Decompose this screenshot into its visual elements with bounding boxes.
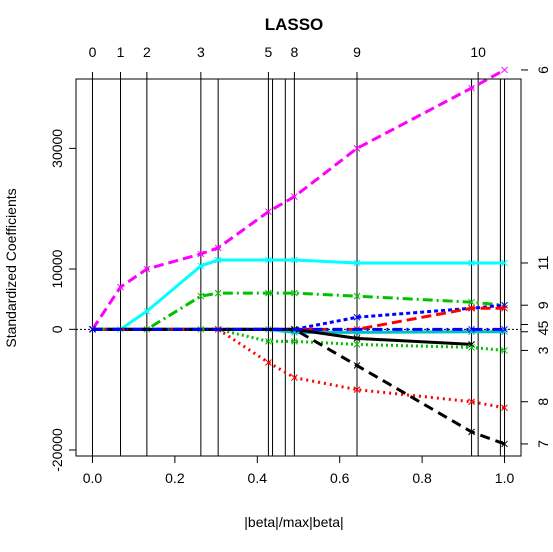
series-group xyxy=(89,66,508,448)
y-tick-label: 10000 xyxy=(49,249,65,288)
series-point xyxy=(143,265,151,273)
top-tick-label: 5 xyxy=(265,44,273,60)
right-tick-label: 4 xyxy=(535,328,551,336)
series-point xyxy=(468,259,475,267)
series-point xyxy=(214,256,222,264)
series-point xyxy=(197,292,205,300)
series-point xyxy=(89,325,96,333)
right-tick-label: 11 xyxy=(535,256,551,271)
series-line xyxy=(92,258,505,331)
series-point xyxy=(291,256,298,264)
right-tick-label: 8 xyxy=(535,398,551,406)
series-point xyxy=(353,145,361,152)
series-point xyxy=(353,292,361,300)
series-point xyxy=(353,313,361,321)
series-point xyxy=(265,338,272,345)
vertical-lines xyxy=(91,79,506,456)
series-point xyxy=(353,259,361,267)
series-point xyxy=(501,404,508,412)
chart-title: LASSO xyxy=(265,15,324,34)
top-tick-label: 8 xyxy=(290,44,298,60)
x-tick-label: 0.0 xyxy=(83,470,103,486)
x-tick-label: 1.0 xyxy=(495,470,515,486)
series-point xyxy=(117,283,124,291)
series-point xyxy=(501,304,508,312)
series-point xyxy=(291,289,298,297)
series-point xyxy=(214,289,222,297)
x-tick-label: 0.8 xyxy=(412,470,432,486)
series-point xyxy=(143,307,151,315)
series-line xyxy=(91,68,506,331)
series-point xyxy=(197,262,205,270)
x-tick-label: 0.6 xyxy=(330,470,350,486)
top-axis: 0 1 2 3 5 8 9 10 xyxy=(89,44,486,79)
series-point xyxy=(265,359,272,366)
x-tick-label: 0.4 xyxy=(248,470,268,486)
right-tick-label: 9 xyxy=(535,301,551,309)
y-tick-label: -20000 xyxy=(49,428,65,472)
series-point xyxy=(291,193,298,200)
series-point xyxy=(353,386,361,394)
series-point xyxy=(468,344,475,351)
series-line xyxy=(92,327,505,410)
series-point xyxy=(501,325,508,333)
series-point xyxy=(265,289,272,297)
series-point xyxy=(291,374,298,381)
series-point xyxy=(501,347,508,354)
series-point xyxy=(197,250,205,258)
left-axis: -20000 0 10000 30000 xyxy=(49,129,76,472)
y-tick-label: 0 xyxy=(49,325,65,333)
series-point xyxy=(501,66,508,74)
series-point xyxy=(468,428,475,436)
series-point xyxy=(468,298,475,306)
top-tick-label: 0 xyxy=(89,44,97,60)
series-point xyxy=(501,328,508,336)
series-point xyxy=(353,335,361,342)
series-point xyxy=(291,338,298,345)
series-point xyxy=(468,84,475,92)
top-tick-label: 2 xyxy=(143,44,151,60)
right-axis: 6 11 9 54 3 8 7 xyxy=(521,66,551,448)
series-point xyxy=(501,259,508,267)
series-line xyxy=(92,327,505,352)
series-point xyxy=(468,341,475,348)
series-point xyxy=(468,398,475,406)
top-tick-label: 1 xyxy=(117,44,125,60)
right-tick-label: 3 xyxy=(535,346,551,354)
top-tick-label: 10 xyxy=(470,44,486,60)
right-tick-label: 5 xyxy=(535,320,551,328)
series-point xyxy=(353,341,361,348)
series-point xyxy=(501,440,508,448)
bottom-axis: 0.0 0.2 0.4 0.6 0.8 1.0 xyxy=(83,456,515,486)
right-tick-label: 7 xyxy=(535,440,551,448)
series-point xyxy=(214,244,222,252)
x-tick-label: 0.2 xyxy=(165,470,185,486)
series-point xyxy=(468,304,475,312)
top-tick-label: 9 xyxy=(353,44,361,60)
y-axis-label: Standardized Coefficients xyxy=(3,188,19,347)
plot-frame xyxy=(75,78,522,457)
series-point xyxy=(353,362,361,369)
top-tick-label: 3 xyxy=(197,44,205,60)
series-point xyxy=(265,208,272,216)
right-tick-label: 6 xyxy=(535,66,551,74)
series-point xyxy=(265,256,272,264)
series-point xyxy=(468,325,475,333)
x-axis-label: |beta|/max|beta| xyxy=(244,514,343,530)
y-tick-label: 30000 xyxy=(49,129,65,168)
